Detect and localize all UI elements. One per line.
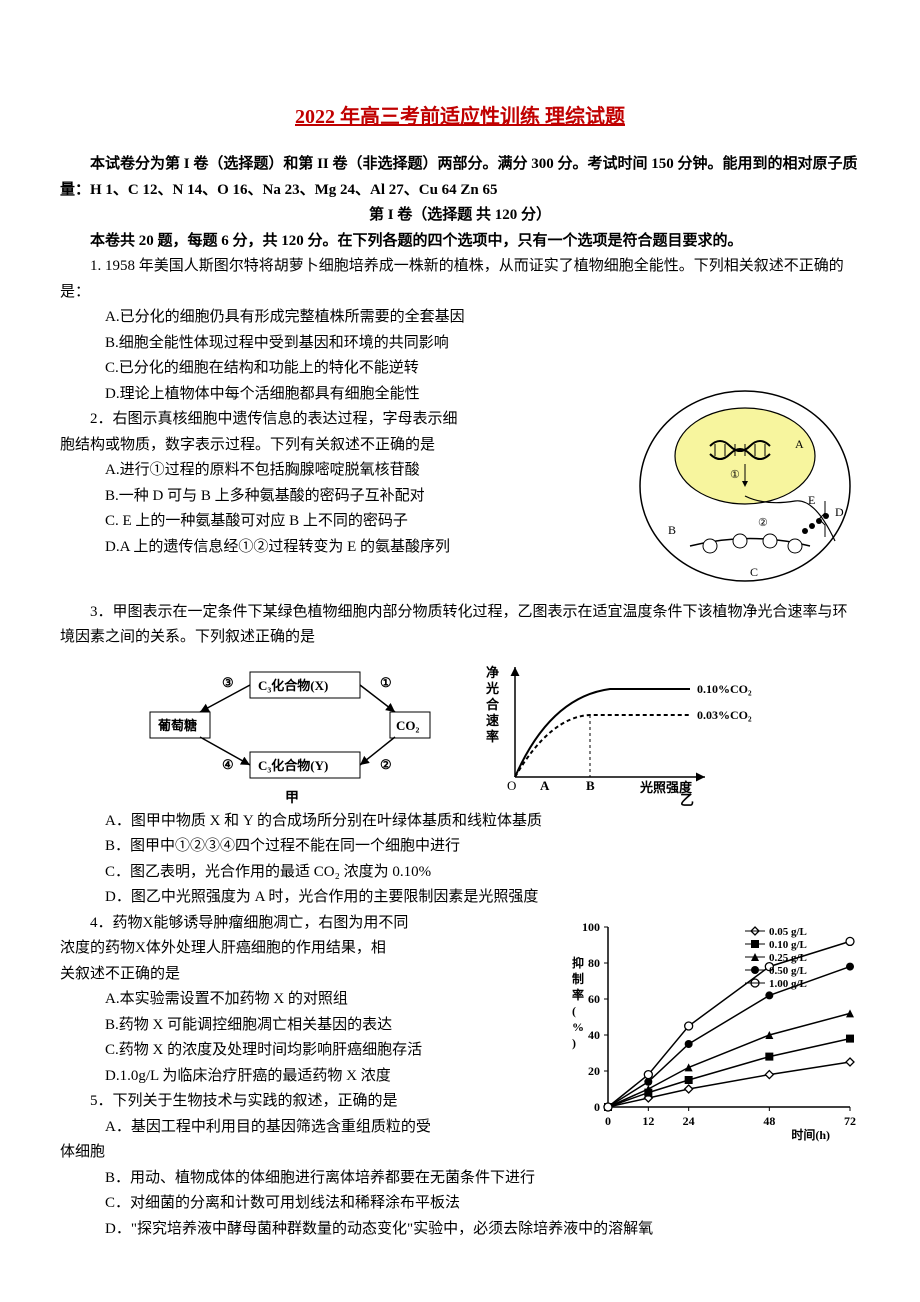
fig2-label-e: E (808, 493, 815, 507)
svg-text:A: A (540, 778, 550, 793)
svg-text:100: 100 (582, 920, 600, 934)
svg-text:③: ③ (222, 675, 234, 690)
svg-text:12: 12 (642, 1114, 654, 1128)
q3-figures: 葡萄糖 C₃化合物(X) C₃化合物(Y) CO₂ ③ ① ④ ② 甲 净 光 … (60, 657, 860, 807)
fig2-num-2: ② (758, 517, 768, 529)
svg-text:0.05 g/L: 0.05 g/L (769, 926, 807, 938)
svg-text:速: 速 (486, 713, 499, 728)
svg-text:率: 率 (486, 729, 499, 744)
q3-figure-yi: 净 光 合 速 率 O A B 光照强度 0.10%CO₂ 0.03%CO₂ 乙 (480, 657, 780, 807)
q1-stem: 1. 1958 年美国人斯图尔特将胡萝卜细胞培养成一株新的植株，从而证实了植物细… (60, 254, 860, 305)
svg-text:0.10 g/L: 0.10 g/L (769, 939, 807, 951)
svg-text:C₃化合物(X): C₃化合物(X) (258, 678, 328, 693)
svg-text:0: 0 (594, 1100, 600, 1114)
svg-text:48: 48 (763, 1114, 775, 1128)
svg-text:0.03%CO₂: 0.03%CO₂ (697, 708, 752, 722)
svg-text:80: 80 (588, 956, 600, 970)
svg-text:0.25 g/L: 0.25 g/L (769, 952, 807, 964)
q1-opt-c: C.已分化的细胞在结构和功能上的特化不能逆转 (60, 356, 860, 382)
svg-text:①: ① (380, 675, 392, 690)
svg-text:抑: 抑 (572, 955, 584, 970)
svg-text:净: 净 (486, 665, 499, 680)
q5-opt-b: B．用动、植物成体的体细胞进行离体培养都要在无菌条件下进行 (60, 1166, 860, 1192)
q3-opt-a: A．图甲中物质 X 和 Y 的合成场所分别在叶绿体基质和线粒体基质 (60, 809, 860, 835)
q3-opt-b: B．图甲中①②③④四个过程不能在同一个细胞中进行 (60, 834, 860, 860)
svg-text:C₃化合物(Y): C₃化合物(Y) (258, 758, 328, 773)
q5-opt-c: C．对细菌的分离和计数可用划线法和稀释涂布平板法 (60, 1191, 860, 1217)
exam-intro: 本试卷分为第 I 卷（选择题）和第 II 卷（非选择题）两部分。满分 300 分… (60, 152, 860, 203)
fig2-num-1: ① (730, 469, 740, 481)
svg-text:制: 制 (572, 971, 584, 986)
q4-chart: 0 20 40 60 80 100 0 12 24 48 72 抑制率 (%) 时间(h) 0.05 g/L… (560, 915, 860, 1145)
q5-opt-d: D．"探究培养液中酵母菌种群数量的动态变化"实验中，必须去除培养液中的溶解氧 (60, 1217, 860, 1243)
svg-text:④: ④ (222, 757, 234, 772)
svg-text:②: ② (380, 757, 392, 772)
page-title: 2022 年高三考前适应性训练 理综试题 (60, 100, 860, 134)
svg-text:光照强度: 光照强度 (639, 780, 693, 795)
svg-text:时间(h): 时间(h) (791, 1127, 830, 1142)
svg-text:合: 合 (486, 697, 500, 712)
svg-text:B: B (586, 778, 595, 793)
svg-text:24: 24 (683, 1114, 695, 1128)
svg-text:O: O (507, 778, 516, 793)
svg-text:): ) (572, 1036, 576, 1050)
svg-text:60: 60 (588, 992, 600, 1006)
svg-text:CO₂: CO₂ (396, 718, 420, 733)
q1-opt-b: B.细胞全能性体现过程中受到基因和环境的共同影响 (60, 331, 860, 357)
svg-text:光: 光 (485, 681, 499, 696)
q3-opt-c: C．图乙表明，光合作用的最适 CO₂ 浓度为 0.10% (60, 860, 860, 886)
section-heading: 第 I 卷（选择题 共 120 分） (60, 203, 860, 229)
svg-text:0.10%CO₂: 0.10%CO₂ (697, 682, 752, 696)
q1-opt-a: A.已分化的细胞仍具有形成完整植株所需要的全套基因 (60, 305, 860, 331)
svg-text:率: 率 (572, 987, 584, 1002)
svg-text:72: 72 (844, 1114, 856, 1128)
svg-text:甲: 甲 (285, 790, 299, 806)
q3-opt-d: D．图乙中光照强度为 A 时，光合作用的主要限制因素是光照强度 (60, 885, 860, 911)
fig2-label-d: D (835, 505, 844, 519)
svg-text:(: ( (572, 1004, 576, 1018)
svg-text:0: 0 (605, 1114, 611, 1128)
svg-text:乙: 乙 (680, 793, 694, 807)
svg-text:40: 40 (588, 1028, 600, 1042)
q3-figure-jia: 葡萄糖 C₃化合物(X) C₃化合物(Y) CO₂ ③ ① ④ ② 甲 (140, 657, 440, 807)
fig2-label-b: B (668, 523, 676, 537)
svg-text:1.00 g/L: 1.00 g/L (769, 978, 807, 990)
fig2-label-a: A (795, 437, 804, 451)
svg-text:20: 20 (588, 1064, 600, 1078)
section-instruction: 本卷共 20 题，每题 6 分，共 120 分。在下列各题的四个选项中，只有一个… (60, 229, 860, 255)
svg-text:0.50 g/L: 0.50 g/L (769, 965, 807, 977)
fig2-label-c: C (750, 565, 758, 579)
q2-figure: A ① B ② D E C (630, 386, 860, 596)
svg-text:葡萄糖: 葡萄糖 (157, 718, 197, 733)
svg-text:%: % (572, 1020, 584, 1034)
q3-stem: 3．甲图表示在一定条件下某绿色植物细胞内部分物质转化过程，乙图表示在适宜温度条件… (60, 600, 860, 651)
